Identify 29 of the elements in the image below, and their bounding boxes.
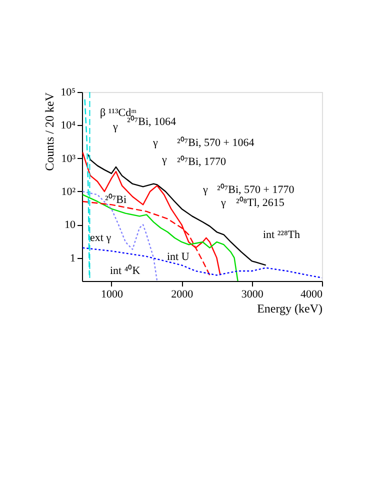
x-tick-label: 4000 xyxy=(300,288,323,300)
x-tick-label: 1000 xyxy=(100,288,124,300)
annotation: ²⁰⁷Bi, 570 + 1064 xyxy=(177,136,255,149)
annotation: γ xyxy=(152,137,158,149)
y-axis-title: Counts / 20 keV xyxy=(42,92,57,171)
annotation: γ xyxy=(220,197,226,209)
annotation: ext γ xyxy=(90,232,112,244)
annotation: ²⁰⁷Bi, 1770 xyxy=(177,155,227,168)
annotation: ²⁰⁷Bi, 1064 xyxy=(127,115,177,128)
annotation: int ²²⁸Th xyxy=(263,229,301,241)
x-tick-label: 3000 xyxy=(241,288,264,300)
annotation: γ xyxy=(202,184,208,196)
y-tick-label: 10⁴ xyxy=(60,120,76,132)
y-tick-label: 10³ xyxy=(61,152,76,165)
annotation: γ xyxy=(161,154,167,166)
x-tick-label: 2000 xyxy=(171,288,194,300)
line-series xyxy=(82,247,322,278)
y-tick-label: 10² xyxy=(61,186,76,198)
annotation: ²⁰⁷Bi, 570 + 1770 xyxy=(217,183,295,196)
y-tick-label: 10 xyxy=(64,219,76,232)
y-tick-label: 10⁵ xyxy=(60,86,76,98)
annotation: ²⁰⁷Bi xyxy=(105,193,127,206)
y-tick-label: 1 xyxy=(70,252,76,264)
annotation: int ⁴⁰K xyxy=(110,264,140,277)
line-series xyxy=(82,190,158,281)
annotation: int U xyxy=(167,251,190,263)
annotation: γ xyxy=(112,121,118,133)
x-axis-title: Energy (keV) xyxy=(257,302,322,316)
annotation: ²⁰⁸Tl, 2615 xyxy=(236,196,285,209)
